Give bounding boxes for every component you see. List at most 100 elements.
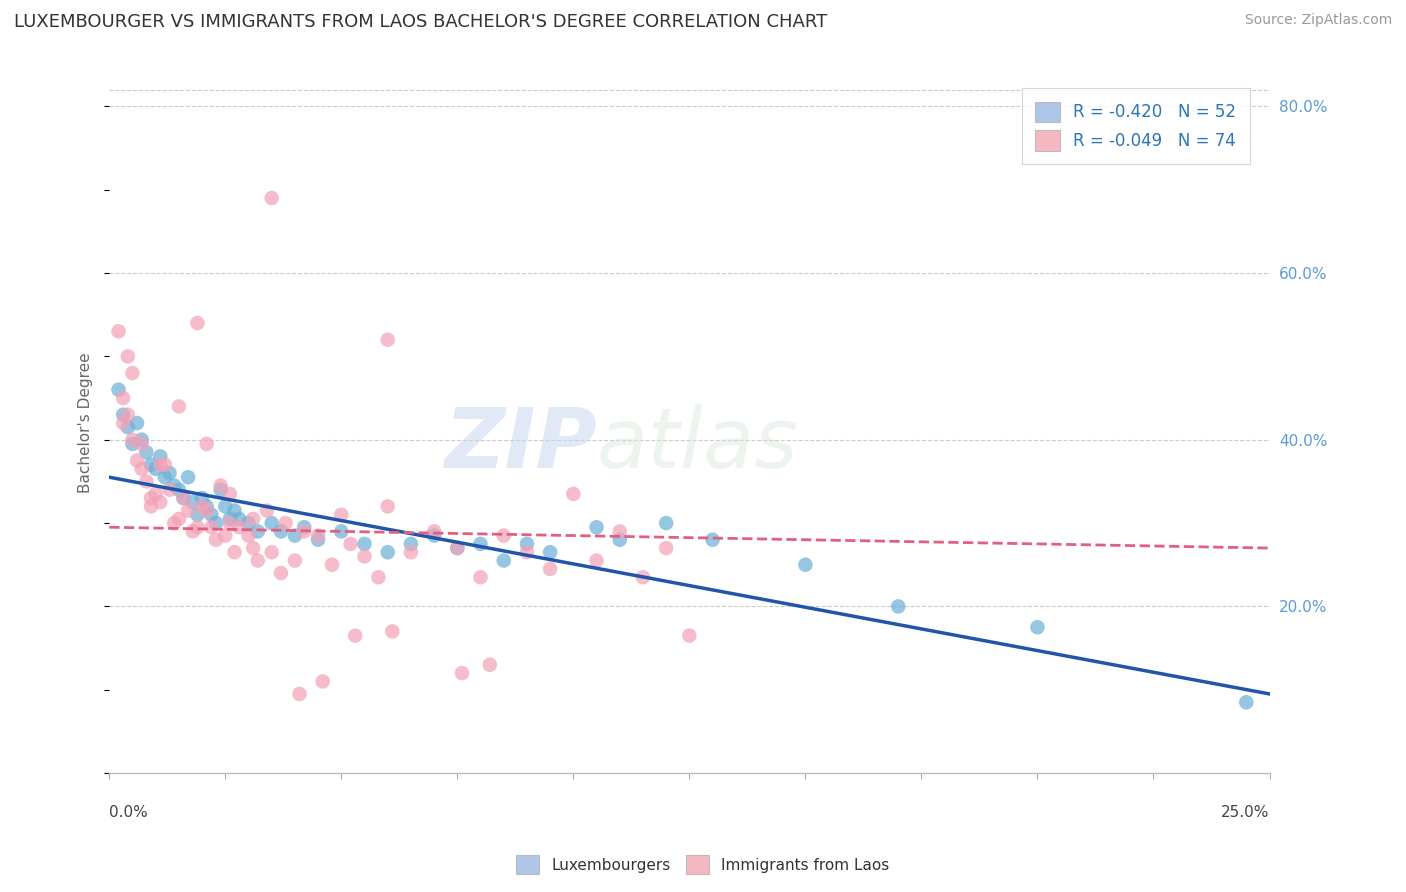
Point — [139, 491, 162, 505]
Point — [214, 500, 236, 514]
Text: Source: ZipAtlas.com: Source: ZipAtlas.com — [1244, 13, 1392, 28]
Point — [470, 537, 492, 551]
Point — [173, 491, 195, 505]
Point — [219, 487, 242, 501]
Point — [585, 553, 607, 567]
Point — [153, 470, 176, 484]
Point — [219, 516, 242, 530]
Point — [121, 433, 143, 447]
Point — [219, 512, 242, 526]
Point — [127, 416, 149, 430]
Point — [339, 537, 361, 551]
Point — [321, 558, 343, 572]
Point — [205, 533, 228, 547]
Point — [107, 324, 129, 338]
Point — [655, 516, 678, 530]
Point — [112, 408, 135, 422]
Point — [181, 495, 204, 509]
Point — [127, 453, 149, 467]
Point — [159, 483, 181, 497]
Point — [307, 533, 329, 547]
Point — [353, 537, 375, 551]
Point — [186, 316, 208, 330]
Point — [609, 533, 631, 547]
Point — [260, 545, 283, 559]
Point — [167, 512, 190, 526]
Point — [163, 478, 186, 492]
Point — [112, 416, 135, 430]
Point — [887, 599, 910, 614]
Point — [292, 520, 315, 534]
Point — [478, 657, 501, 672]
Point — [139, 458, 162, 472]
Point — [794, 558, 817, 572]
Point — [538, 545, 561, 559]
Point — [181, 524, 204, 539]
Point — [270, 524, 292, 539]
Point — [292, 524, 315, 539]
Text: 0.0%: 0.0% — [110, 805, 148, 820]
Text: LUXEMBOURGER VS IMMIGRANTS FROM LAOS BACHELOR'S DEGREE CORRELATION CHART: LUXEMBOURGER VS IMMIGRANTS FROM LAOS BAC… — [14, 13, 827, 31]
Text: ZIP: ZIP — [444, 403, 596, 484]
Point — [117, 408, 139, 422]
Point — [145, 462, 167, 476]
Point — [149, 450, 172, 464]
Text: atlas: atlas — [596, 403, 799, 484]
Point — [312, 674, 335, 689]
Point — [367, 570, 389, 584]
Point — [195, 437, 218, 451]
Point — [121, 366, 143, 380]
Point — [224, 545, 246, 559]
Point — [131, 437, 153, 451]
Point — [163, 516, 186, 530]
Point — [256, 503, 278, 517]
Legend: R = -0.420   N = 52, R = -0.049   N = 74: R = -0.420 N = 52, R = -0.049 N = 74 — [1022, 88, 1250, 164]
Point — [446, 541, 468, 555]
Point — [238, 528, 260, 542]
Point — [562, 487, 585, 501]
Point — [270, 566, 292, 580]
Point — [492, 553, 515, 567]
Point — [284, 553, 307, 567]
Point — [214, 528, 236, 542]
Point — [399, 545, 422, 559]
Point — [288, 687, 311, 701]
Point — [200, 520, 222, 534]
Point — [135, 445, 157, 459]
Point — [307, 528, 329, 542]
Point — [492, 528, 515, 542]
Point — [195, 503, 218, 517]
Point — [117, 420, 139, 434]
Point — [167, 483, 190, 497]
Point — [242, 512, 264, 526]
Point — [186, 508, 208, 522]
Point — [377, 333, 399, 347]
Point — [159, 466, 181, 480]
Point — [538, 562, 561, 576]
Point — [131, 462, 153, 476]
Point — [246, 553, 269, 567]
Point — [631, 570, 654, 584]
Point — [149, 495, 172, 509]
Point — [516, 537, 538, 551]
Point — [205, 516, 228, 530]
Point — [131, 433, 153, 447]
Point — [274, 516, 297, 530]
Point — [224, 503, 246, 517]
Point — [381, 624, 404, 639]
Point — [139, 500, 162, 514]
Point — [399, 537, 422, 551]
Point — [260, 191, 283, 205]
Point — [121, 437, 143, 451]
Point — [167, 400, 190, 414]
Point — [153, 458, 176, 472]
Point — [423, 528, 446, 542]
Point — [177, 503, 200, 517]
Point — [585, 520, 607, 534]
Point — [195, 500, 218, 514]
Point — [135, 475, 157, 489]
Point — [238, 516, 260, 530]
Point — [177, 470, 200, 484]
Point — [191, 491, 214, 505]
Point — [242, 541, 264, 555]
